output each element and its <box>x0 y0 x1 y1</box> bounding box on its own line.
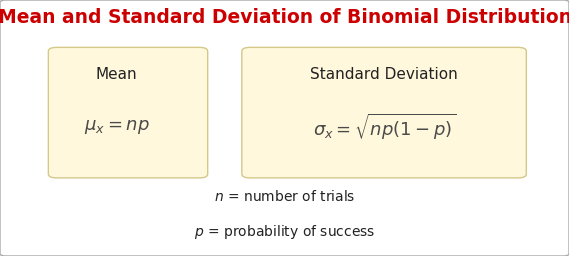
Text: $\sigma_x = \sqrt{np(1-p)}$: $\sigma_x = \sqrt{np(1-p)}$ <box>312 112 456 143</box>
Text: $p$ = probability of success: $p$ = probability of success <box>194 223 375 241</box>
Text: Mean: Mean <box>96 67 138 82</box>
Text: Standard Deviation: Standard Deviation <box>310 67 458 82</box>
Text: $\mu_x = np$: $\mu_x = np$ <box>84 118 150 136</box>
FancyBboxPatch shape <box>48 47 208 178</box>
Text: Mean and Standard Deviation of Binomial Distribution: Mean and Standard Deviation of Binomial … <box>0 8 569 27</box>
Text: $n$ = number of trials: $n$ = number of trials <box>214 189 355 205</box>
FancyBboxPatch shape <box>242 47 526 178</box>
